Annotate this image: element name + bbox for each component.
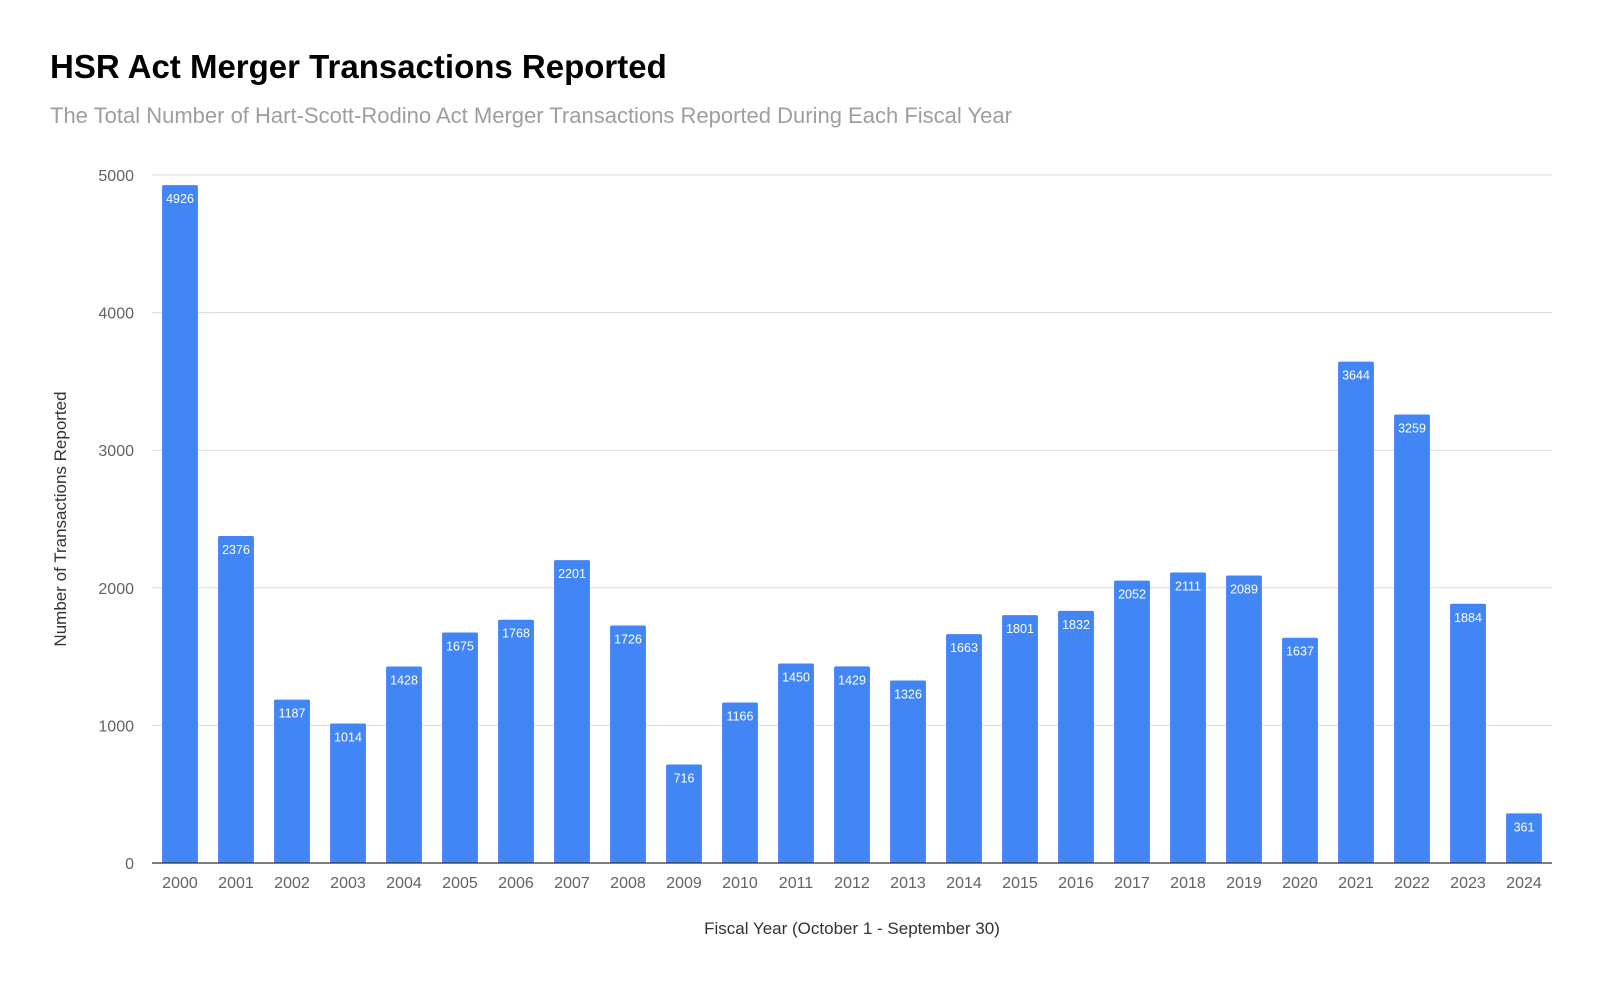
bar (834, 666, 870, 863)
data-label: 1801 (1006, 622, 1034, 636)
data-label: 1014 (334, 730, 362, 744)
data-label: 1166 (727, 710, 754, 724)
data-label: 1326 (894, 688, 922, 702)
bar (554, 560, 590, 863)
x-tick-label: 2019 (1226, 875, 1262, 892)
bar (610, 625, 646, 863)
x-tick-label: 2021 (1338, 875, 1374, 892)
x-tick-label: 2006 (498, 875, 534, 892)
chart-subtitle: The Total Number of Hart-Scott-Rodino Ac… (50, 103, 1012, 128)
data-label: 2201 (558, 567, 586, 581)
bar (1170, 572, 1206, 863)
bar (1226, 575, 1262, 863)
bar (666, 764, 702, 863)
x-tick-label: 2017 (1114, 875, 1150, 892)
data-label: 3259 (1398, 422, 1426, 436)
x-axis-title: Fiscal Year (October 1 - September 30) (704, 919, 1000, 938)
x-tick-label: 2008 (610, 875, 646, 892)
x-tick-label: 2018 (1170, 875, 1206, 892)
bar (498, 619, 534, 863)
bar (1506, 813, 1542, 863)
data-label: 2376 (222, 543, 250, 557)
bar (1394, 414, 1430, 863)
x-tick-label: 2002 (274, 875, 310, 892)
bar (1002, 615, 1038, 863)
x-tick-label: 2023 (1450, 875, 1486, 892)
x-tick-label: 2022 (1394, 875, 1430, 892)
data-label: 1428 (390, 674, 418, 688)
x-tick-label: 2015 (1002, 875, 1038, 892)
x-tick-label: 2003 (330, 875, 366, 892)
bar (1058, 610, 1094, 863)
x-tick-label: 2001 (218, 875, 254, 892)
y-tick-label: 3000 (98, 443, 134, 460)
data-label: 1884 (1454, 611, 1482, 625)
data-label: 361 (1514, 820, 1535, 834)
data-label: 2111 (1175, 580, 1201, 594)
bar (386, 666, 422, 863)
x-axis-ticks: 2000 2001 2002 2003 2004 2005 2006 2007 2008 2009… (162, 875, 1542, 892)
data-label: 1726 (614, 633, 642, 647)
x-tick-label: 2012 (834, 875, 870, 892)
data-label: 1768 (502, 627, 530, 641)
bar (274, 699, 310, 863)
bar (890, 680, 926, 863)
bar (162, 185, 198, 864)
x-tick-label: 2009 (666, 875, 702, 892)
x-tick-label: 2024 (1506, 875, 1542, 892)
x-tick-label: 2016 (1058, 875, 1094, 892)
data-label: 2089 (1230, 583, 1258, 597)
y-tick-label: 4000 (98, 306, 134, 323)
data-label: 1675 (446, 640, 474, 654)
x-tick-label: 2004 (386, 875, 422, 892)
data-label: 2052 (1118, 588, 1146, 602)
data-label: 1429 (838, 673, 866, 687)
bar (722, 702, 758, 863)
data-label: 4926 (166, 192, 194, 206)
bar (1282, 637, 1318, 863)
bar (1114, 580, 1150, 863)
bar (946, 634, 982, 863)
data-label: 1832 (1062, 618, 1090, 632)
data-label: 1637 (1286, 645, 1314, 659)
bar (1338, 361, 1374, 863)
y-tick-label: 2000 (98, 581, 134, 598)
x-tick-label: 2020 (1282, 875, 1318, 892)
bar (442, 632, 478, 863)
x-tick-label: 2011 (779, 875, 814, 892)
x-tick-label: 2007 (554, 875, 590, 892)
y-tick-label: 1000 (98, 718, 134, 735)
chart-title: HSR Act Merger Transactions Reported (50, 48, 667, 85)
y-tick-label: 0 (125, 856, 134, 873)
bar (778, 663, 814, 863)
bars: 4926 2376 1187 1014 1428 1675 1768 2201 1726 716 1… (162, 185, 1542, 864)
data-label: 716 (674, 771, 695, 785)
data-label: 1187 (279, 707, 306, 721)
x-tick-label: 2013 (890, 875, 926, 892)
bar (218, 536, 254, 863)
data-label: 1663 (950, 641, 978, 655)
x-tick-label: 2010 (722, 875, 758, 892)
x-tick-label: 2014 (946, 875, 982, 892)
x-tick-label: 2000 (162, 875, 198, 892)
data-label: 1450 (782, 670, 810, 684)
data-label: 3644 (1342, 369, 1370, 383)
y-axis-ticks: 0 1000 2000 3000 4000 5000 (98, 168, 134, 873)
bar (330, 723, 366, 863)
x-tick-label: 2005 (442, 875, 478, 892)
y-tick-label: 5000 (98, 168, 134, 185)
y-axis-title: Number of Transactions Reported (51, 391, 70, 646)
bar (1450, 603, 1486, 863)
